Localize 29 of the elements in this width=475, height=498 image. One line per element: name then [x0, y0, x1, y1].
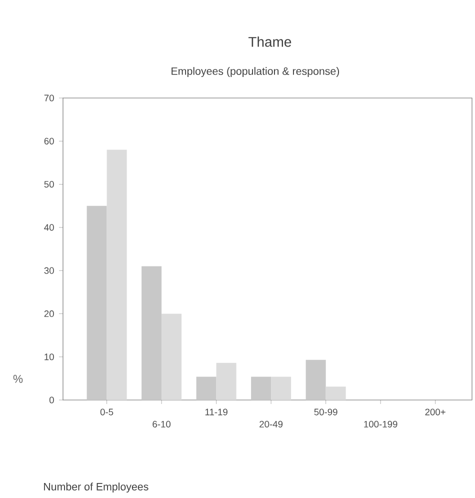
y-tick-label: 20 [44, 310, 54, 318]
x-tick-label: 200+ [425, 408, 446, 416]
x-tick-label: 20-49 [260, 420, 283, 428]
y-tick-label: 60 [44, 138, 54, 144]
y-tick-label: 70 [44, 94, 54, 102]
x-tick-label: 11-19 [205, 408, 228, 416]
y-tick-label: 10 [44, 354, 54, 360]
bar [251, 376, 272, 400]
bar [196, 376, 216, 400]
chart-subtitle: Employees (population & response) [172, 67, 340, 78]
bar [142, 266, 162, 400]
text: Number of Employees [44, 482, 148, 493]
x-tick-label: 0-5 [100, 408, 114, 416]
bar [326, 386, 346, 400]
x-tick-label: 6-10 [152, 420, 171, 428]
x-tick-label: 50-99 [314, 408, 338, 416]
bar [86, 206, 107, 400]
y-tick-label: 0 [49, 396, 54, 404]
y-tick-label: 50 [44, 181, 54, 188]
y-axis-title: % [13, 374, 23, 383]
x-tick-label: 100-199 [364, 420, 398, 428]
bar [162, 314, 182, 400]
bar [216, 362, 236, 400]
bar [306, 360, 326, 400]
bar [106, 150, 127, 400]
chart-title: Thame [248, 36, 292, 47]
y-tick-label: 40 [44, 224, 54, 231]
bar [271, 376, 292, 400]
y-tick-label: 30 [44, 267, 54, 274]
